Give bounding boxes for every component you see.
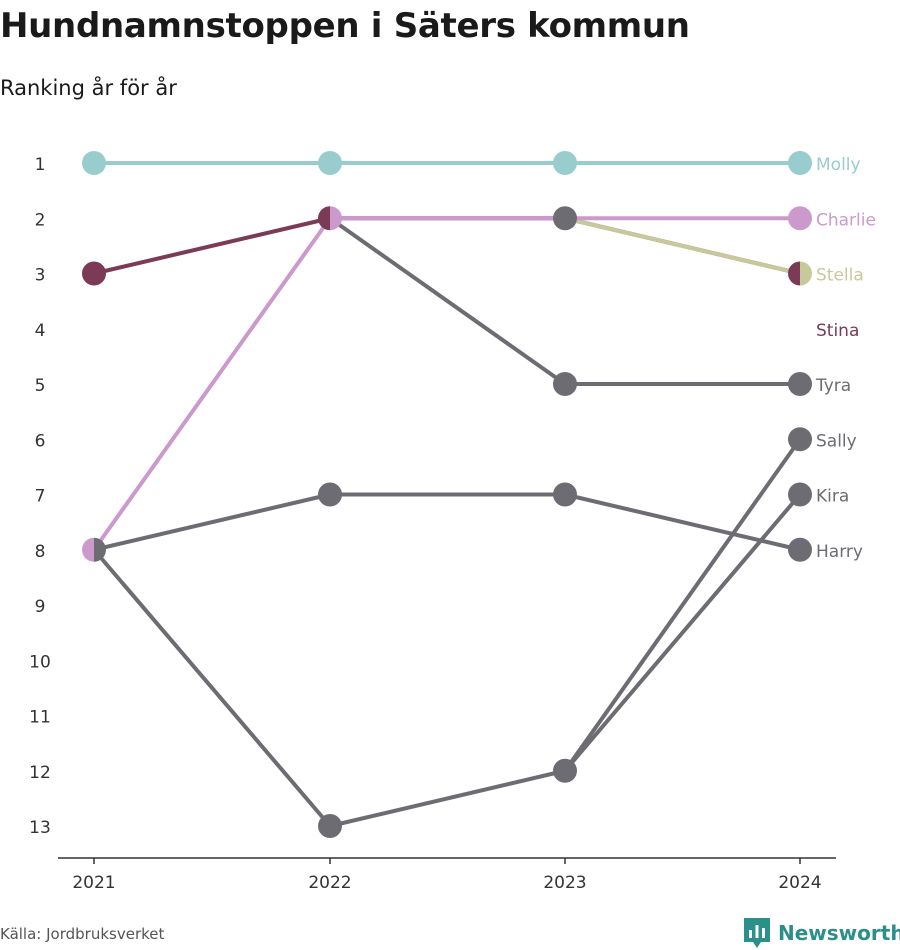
point-2024-rank-7 — [788, 482, 812, 507]
point-2024-rank-3-right — [800, 261, 813, 286]
point-2024-rank-5 — [788, 372, 812, 396]
series-line-kira — [92, 492, 802, 828]
series-points — [82, 151, 813, 838]
series-line-sally — [563, 437, 802, 773]
point-2021-rank-3 — [82, 261, 106, 286]
x-tick-label: 2023 — [543, 873, 586, 893]
point-2023-rank-7 — [553, 482, 577, 507]
series-lines — [92, 161, 802, 828]
series-line-harry — [92, 492, 802, 552]
series-line-charlie — [92, 216, 802, 552]
y-tick-label: 1 — [35, 155, 46, 175]
y-tick-label: 13 — [29, 818, 51, 838]
end-label-stina: Stina — [816, 321, 859, 341]
y-tick-label: 7 — [35, 487, 46, 507]
end-label-kira: Kira — [816, 487, 849, 507]
point-2022-rank-13 — [318, 814, 342, 838]
y-tick-label: 9 — [35, 597, 46, 617]
y-tick-label: 5 — [35, 376, 46, 396]
point-2024-rank-8 — [788, 537, 812, 562]
y-tick-label: 6 — [35, 431, 46, 451]
y-tick-label: 11 — [29, 708, 51, 728]
point-2023-rank-1 — [553, 151, 577, 175]
series-line-stina — [92, 216, 802, 276]
point-2022-rank-2-right — [330, 206, 342, 231]
x-tick-label: 2022 — [308, 873, 351, 893]
end-label-molly: Molly — [816, 155, 861, 175]
point-2021-rank-8-right — [94, 537, 107, 562]
end-label-tyra: Tyra — [815, 376, 851, 396]
series-line-stella — [563, 216, 802, 276]
newsworthy-logo[interactable]: Newsworthy — [744, 918, 900, 948]
chart-subtitle: Ranking år för år — [0, 76, 177, 100]
point-2024-rank-3-left — [788, 261, 800, 286]
point-2024-rank-6 — [788, 427, 812, 452]
point-2022-rank-2-left — [318, 206, 330, 231]
chart-title: Hundnamnstoppen i Säters kommun — [0, 6, 690, 46]
point-2023-rank-12 — [553, 758, 577, 783]
point-2021-rank-1 — [82, 151, 106, 175]
newsworthy-logo-icon — [744, 918, 770, 948]
point-2024-rank-1 — [788, 151, 812, 175]
y-tick-label: 3 — [35, 266, 46, 286]
end-label-harry: Harry — [816, 542, 863, 562]
end-label-charlie: Charlie — [816, 210, 876, 230]
y-tick-label: 4 — [35, 321, 46, 341]
source-note: Källa: Jordbruksverket — [0, 925, 165, 943]
end-label-sally: Sally — [816, 431, 857, 451]
series-line-tyra — [328, 216, 802, 386]
point-2023-rank-5 — [553, 372, 577, 396]
y-tick-label: 10 — [29, 652, 51, 672]
point-2022-rank-1 — [318, 151, 342, 175]
point-2022-rank-7 — [318, 482, 342, 507]
point-2021-rank-8-left — [82, 537, 94, 562]
point-2024-rank-2 — [788, 206, 812, 231]
y-tick-label: 12 — [29, 763, 51, 783]
x-tick-label: 2024 — [778, 873, 821, 893]
x-tick-label: 2021 — [72, 873, 115, 893]
y-tick-label: 8 — [35, 542, 46, 562]
end-labels: Molly Charlie Stella Stina Tyra Sally Kira Harr… — [815, 155, 876, 562]
brand-name: Newsworthy — [778, 921, 900, 945]
y-tick-label: 2 — [35, 210, 46, 230]
end-label-stella: Stella — [816, 266, 864, 286]
x-axis: 2021 2022 2023 2024 — [58, 857, 836, 893]
point-2023-rank-2 — [553, 206, 577, 231]
